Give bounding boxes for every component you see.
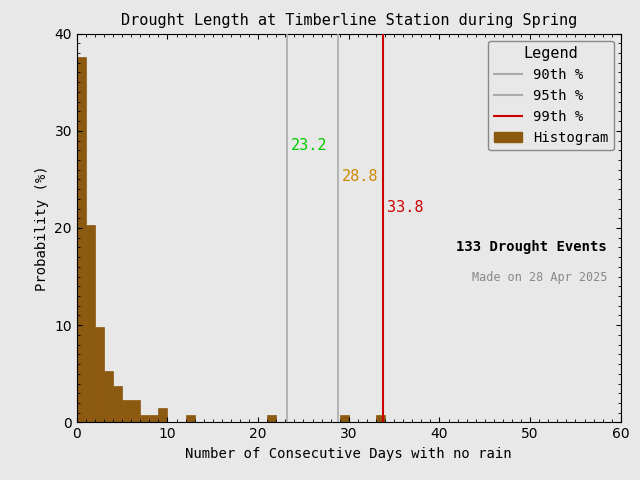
Bar — [131, 400, 140, 422]
Bar — [268, 415, 276, 422]
Text: 28.8: 28.8 — [342, 169, 378, 184]
Bar — [104, 371, 113, 422]
Bar — [77, 57, 86, 422]
Text: 33.8: 33.8 — [387, 201, 424, 216]
Bar — [86, 225, 95, 422]
Bar — [340, 415, 349, 422]
Title: Drought Length at Timberline Station during Spring: Drought Length at Timberline Station dur… — [121, 13, 577, 28]
Bar — [376, 415, 385, 422]
Bar — [186, 415, 195, 422]
Text: Made on 28 Apr 2025: Made on 28 Apr 2025 — [472, 271, 607, 284]
Bar — [122, 400, 131, 422]
Text: 23.2: 23.2 — [291, 138, 327, 153]
Y-axis label: Probability (%): Probability (%) — [35, 165, 49, 291]
X-axis label: Number of Consecutive Days with no rain: Number of Consecutive Days with no rain — [186, 447, 512, 461]
Text: 133 Drought Events: 133 Drought Events — [456, 240, 607, 253]
Bar — [158, 408, 168, 422]
Legend: 90th %, 95th %, 99th %, Histogram: 90th %, 95th %, 99th %, Histogram — [488, 40, 614, 150]
Bar — [140, 415, 149, 422]
Bar — [95, 327, 104, 422]
Bar — [113, 386, 122, 422]
Bar — [149, 415, 158, 422]
